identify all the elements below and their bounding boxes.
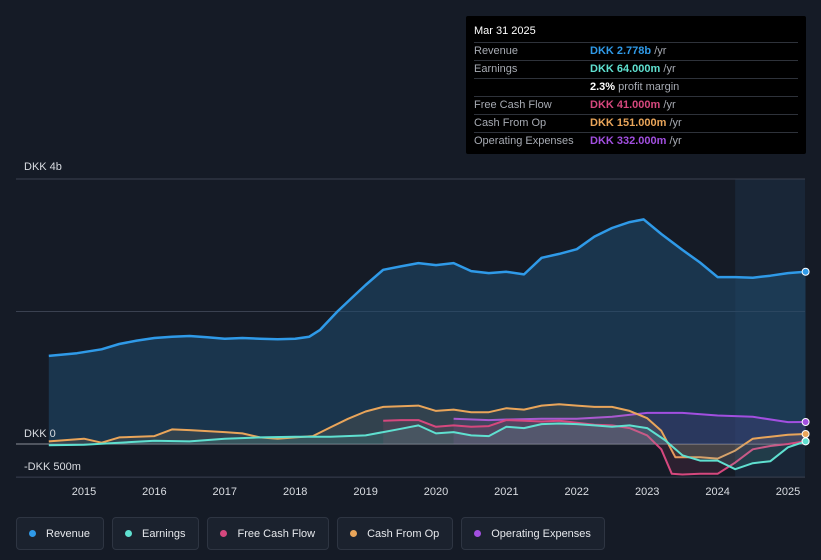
legend-label: Cash From Op (367, 527, 440, 540)
legend-dot-icon (29, 530, 36, 537)
legend-dot-icon (350, 530, 358, 537)
tooltip-row-label: Free Cash Flow (474, 99, 552, 111)
tooltip-row: Operating Expenses DKK 332.000m /yr (474, 133, 798, 150)
legend-label: Earnings (142, 527, 186, 540)
y-label-zero: DKK 0 (24, 428, 56, 440)
x-tick-label: 2022 (565, 486, 589, 498)
operating-expenses-end-point[interactable] (801, 418, 810, 427)
tooltip-row-unit: profit margin (615, 81, 680, 93)
tooltip-row-value: 2.3% (590, 81, 616, 93)
tooltip-date: Mar 31 2025 (474, 24, 798, 43)
x-tick-label: 2019 (353, 486, 377, 498)
legend-item-earnings[interactable]: Earnings (112, 517, 200, 550)
tooltip-row: Cash From Op DKK 151.000m /yr (474, 115, 798, 133)
tooltip-row: Free Cash Flow DKK 41.000m /yr (474, 97, 798, 115)
tooltip-row: Revenue DKK 2.778b /yr (474, 43, 798, 61)
tooltip-row-value: DKK 41.000m (590, 99, 661, 111)
tooltip-row-value-wrap: DKK 332.000m /yr (590, 133, 682, 150)
tooltip-row-value-wrap: 2.3% profit margin (590, 79, 679, 96)
tooltip-row: Earnings DKK 64.000m /yr (474, 61, 798, 79)
tooltip-row-unit: /yr (666, 135, 682, 147)
x-tick-label: 2017 (213, 486, 237, 498)
x-tick-label: 2024 (705, 486, 729, 498)
legend-item-revenue[interactable]: Revenue (16, 517, 105, 550)
tooltip-row-value-wrap: DKK 2.778b /yr (590, 43, 666, 60)
operating-expenses-line (453, 411, 806, 424)
earnings-line (48, 422, 806, 471)
legend-item-free-cash-flow[interactable]: Free Cash Flow (207, 517, 330, 550)
x-tick-label: 2020 (424, 486, 448, 498)
cash-from-op-line (48, 403, 806, 460)
legend-dot-icon (474, 530, 482, 537)
cash-from-op-end-point[interactable] (801, 429, 810, 438)
revenue-end-point[interactable] (801, 267, 810, 276)
x-tick-label: 2015 (72, 486, 96, 498)
tooltip-row-unit: /yr (660, 99, 676, 111)
tooltip-row-label (474, 79, 590, 96)
tooltip-row-label: Operating Expenses (474, 135, 574, 147)
tooltip-row-label: Revenue (474, 45, 519, 57)
tooltip-row-label: Earnings (474, 63, 518, 75)
tooltip-row-value-wrap: DKK 41.000m /yr (590, 97, 676, 114)
x-tick-label: 2016 (142, 486, 166, 498)
legend-dot-icon (220, 530, 228, 537)
tooltip-row-value: DKK 332.000m (590, 135, 667, 147)
legend-label: Revenue (46, 527, 91, 540)
revenue-line (48, 218, 806, 358)
x-axis-ticks: 2015 2016 2017 2018 2019 2020 2021 2022 2023 2024… (72, 486, 800, 498)
tooltip-row-value-wrap: DKK 64.000m /yr (590, 61, 676, 78)
x-tick-label: 2018 (283, 486, 307, 498)
y-label-top: DKK 4b (24, 161, 62, 173)
revenue-area (48, 219, 806, 444)
legend: Revenue Earnings Free Cash Flow Cash From O… (16, 517, 605, 550)
y-label-bottom: -DKK 500m (24, 461, 81, 473)
tooltip-row-value-wrap: DKK 151.000m /yr (590, 115, 682, 132)
tooltip-row-value: DKK 151.000m (590, 117, 667, 129)
tooltip-row: 2.3% profit margin (474, 79, 798, 97)
legend-label: Operating Expenses (491, 527, 591, 540)
series-layer (48, 218, 810, 476)
tooltip-row-unit: /yr (660, 63, 676, 75)
cash-from-op-area (48, 404, 806, 459)
legend-dot-icon (125, 530, 133, 537)
tooltip-row-label: Cash From Op (474, 117, 547, 129)
tooltip-row-unit: /yr (651, 45, 667, 57)
legend-label: Free Cash Flow (237, 527, 316, 540)
legend-item-cash-from-op[interactable]: Cash From Op (337, 517, 454, 550)
x-tick-label: 2025 (776, 486, 800, 498)
earnings-area (48, 423, 806, 470)
x-tick-label: 2021 (494, 486, 518, 498)
tooltip-row-unit: /yr (666, 117, 682, 129)
tooltip-row-value: DKK 2.778b (590, 45, 652, 57)
legend-item-operating-expenses[interactable]: Operating Expenses (461, 517, 605, 550)
tooltip-row-value: DKK 64.000m (590, 63, 661, 75)
earnings-end-point[interactable] (801, 437, 810, 446)
tooltip: Mar 31 2025 Revenue DKK 2.778b /yr Earning… (466, 16, 806, 154)
y-axis-labels: DKK 4b DKK 0 -DKK 500m (24, 161, 81, 473)
x-tick-label: 2023 (635, 486, 659, 498)
